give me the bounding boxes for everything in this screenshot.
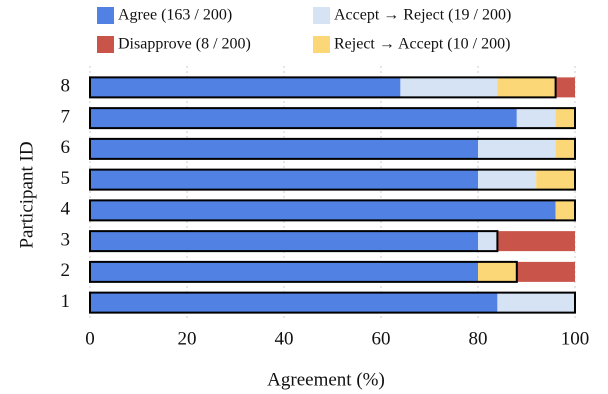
y-tick-label: 1 <box>61 291 71 312</box>
legend-swatch <box>97 7 114 24</box>
bar-segment <box>478 138 556 159</box>
y-tick-label: 8 <box>61 76 71 97</box>
bar-segment <box>497 231 575 252</box>
x-tick-label: 80 <box>469 328 488 349</box>
bar-segment <box>536 169 575 190</box>
bar-segment <box>478 169 537 190</box>
bar-segment <box>478 261 517 282</box>
legend-label: Agree (163 / 200) <box>118 7 232 24</box>
bar-segment <box>400 77 498 98</box>
legend-swatch <box>313 7 330 24</box>
bar-outline <box>89 168 576 191</box>
y-tick-label: 2 <box>61 260 71 281</box>
bar-segment <box>497 292 575 313</box>
bar-segment <box>90 169 478 190</box>
bar-segment <box>497 77 556 98</box>
legend-swatch <box>97 36 114 53</box>
bar-segment <box>555 77 575 98</box>
legend-label: Reject → Accept (10 / 200) <box>334 36 510 53</box>
bar-outline <box>89 137 576 160</box>
bar-segment <box>90 231 478 252</box>
y-tick-label: 6 <box>61 137 71 158</box>
bar-segment <box>516 108 556 129</box>
bar-segment <box>90 138 478 159</box>
bar-outline <box>89 76 557 99</box>
bar-segment <box>555 108 575 129</box>
x-tick-label: 100 <box>561 328 590 349</box>
bar-segment <box>478 231 498 252</box>
bar-outline <box>89 199 576 222</box>
y-tick-label: 5 <box>61 168 71 189</box>
bar-segment <box>555 200 575 221</box>
bar-segment <box>90 108 517 129</box>
bar-segment <box>90 200 556 221</box>
x-tick-label: 20 <box>178 328 197 349</box>
y-tick-label: 3 <box>61 229 71 250</box>
bar-segment <box>90 77 401 98</box>
bar-outline <box>89 260 518 283</box>
x-tick-label: 0 <box>85 328 95 349</box>
bar-segment <box>516 261 575 282</box>
legend-swatch <box>313 36 330 53</box>
x-tick-label: 40 <box>275 328 294 349</box>
bar-segment <box>90 292 498 313</box>
legend-label: Accept → Reject (19 / 200) <box>334 7 511 24</box>
legend-label: Disapprove (8 / 200) <box>118 36 251 53</box>
y-axis-label: Participant ID <box>16 141 37 248</box>
bar-outline <box>89 107 576 130</box>
bar-outline <box>89 291 576 314</box>
x-tick-label: 60 <box>372 328 391 349</box>
bar-segment <box>90 261 478 282</box>
y-tick-label: 7 <box>61 106 71 127</box>
bar-segment <box>555 138 575 159</box>
y-tick-label: 4 <box>61 199 71 220</box>
x-axis-label: Agreement (%) <box>267 369 385 390</box>
bar-outline <box>89 230 499 253</box>
